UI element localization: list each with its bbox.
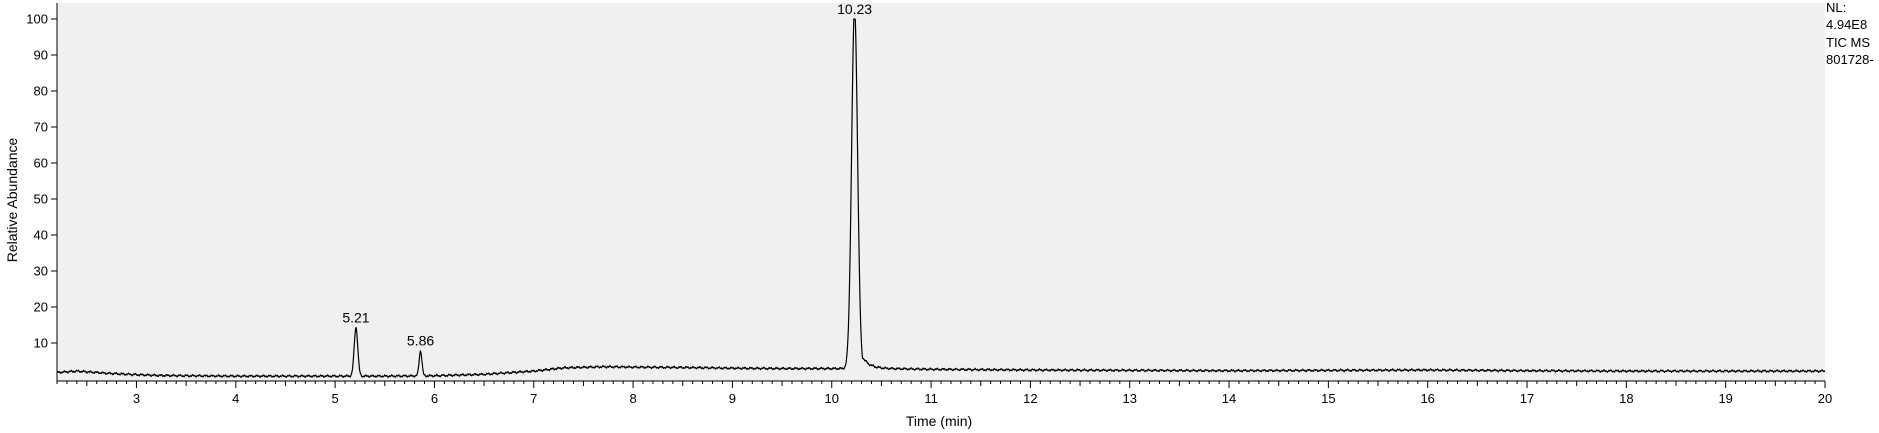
x-tick-label: 12 bbox=[1023, 391, 1037, 406]
x-tick-label: 8 bbox=[629, 391, 636, 406]
y-axis-ticks: 10 20 30 40 50 60 70 80 90 100 bbox=[26, 12, 57, 351]
x-axis-title: Time (min) bbox=[906, 413, 972, 429]
y-tick-label: 20 bbox=[34, 300, 48, 315]
nl-value: 4.94E8 bbox=[1826, 17, 1868, 32]
peak-labels: 5.21 5.86 10.23 bbox=[342, 1, 872, 349]
x-axis-ticks: 3 4 5 6 7 8 9 10 11 12 13 14 15 16 17 18 19 20 bbox=[56, 381, 1832, 406]
y-tick-label: 90 bbox=[34, 48, 48, 63]
peak-label: 10.23 bbox=[837, 1, 872, 17]
y-tick-label: 40 bbox=[34, 228, 48, 243]
plot-area bbox=[57, 3, 1825, 381]
y-tick-label: 100 bbox=[26, 12, 48, 27]
x-tick-label: 7 bbox=[530, 391, 537, 406]
y-tick-label: 70 bbox=[34, 120, 48, 135]
x-tick-label: 13 bbox=[1122, 391, 1136, 406]
x-tick-label: 15 bbox=[1321, 391, 1335, 406]
x-tick-label: 19 bbox=[1718, 391, 1732, 406]
y-axis-title: Relative Abundance bbox=[4, 138, 20, 263]
x-tick-label: 20 bbox=[1818, 391, 1832, 406]
file-name: 801728- bbox=[1826, 52, 1874, 67]
peak-label: 5.21 bbox=[342, 310, 369, 326]
y-tick-label: 10 bbox=[34, 336, 48, 351]
x-tick-label: 17 bbox=[1520, 391, 1534, 406]
x-tick-label: 10 bbox=[825, 391, 839, 406]
x-tick-label: 9 bbox=[729, 391, 736, 406]
x-tick-label: 16 bbox=[1420, 391, 1434, 406]
nl-label: NL: bbox=[1826, 0, 1847, 15]
peak-label: 5.86 bbox=[407, 333, 434, 349]
x-tick-label: 5 bbox=[331, 391, 338, 406]
y-tick-label: 50 bbox=[34, 192, 48, 207]
x-tick-label: 4 bbox=[232, 391, 239, 406]
y-tick-label: 30 bbox=[34, 264, 48, 279]
tic-trace bbox=[56, 18, 1826, 379]
scan-type: TIC MS bbox=[1826, 35, 1871, 50]
y-tick-label: 80 bbox=[34, 84, 48, 99]
x-tick-label: 6 bbox=[431, 391, 438, 406]
y-tick-label: 60 bbox=[34, 156, 48, 171]
x-tick-label: 14 bbox=[1222, 391, 1236, 406]
x-tick-label: 18 bbox=[1619, 391, 1633, 406]
x-tick-label: 3 bbox=[133, 391, 140, 406]
x-tick-label: 11 bbox=[924, 391, 938, 406]
